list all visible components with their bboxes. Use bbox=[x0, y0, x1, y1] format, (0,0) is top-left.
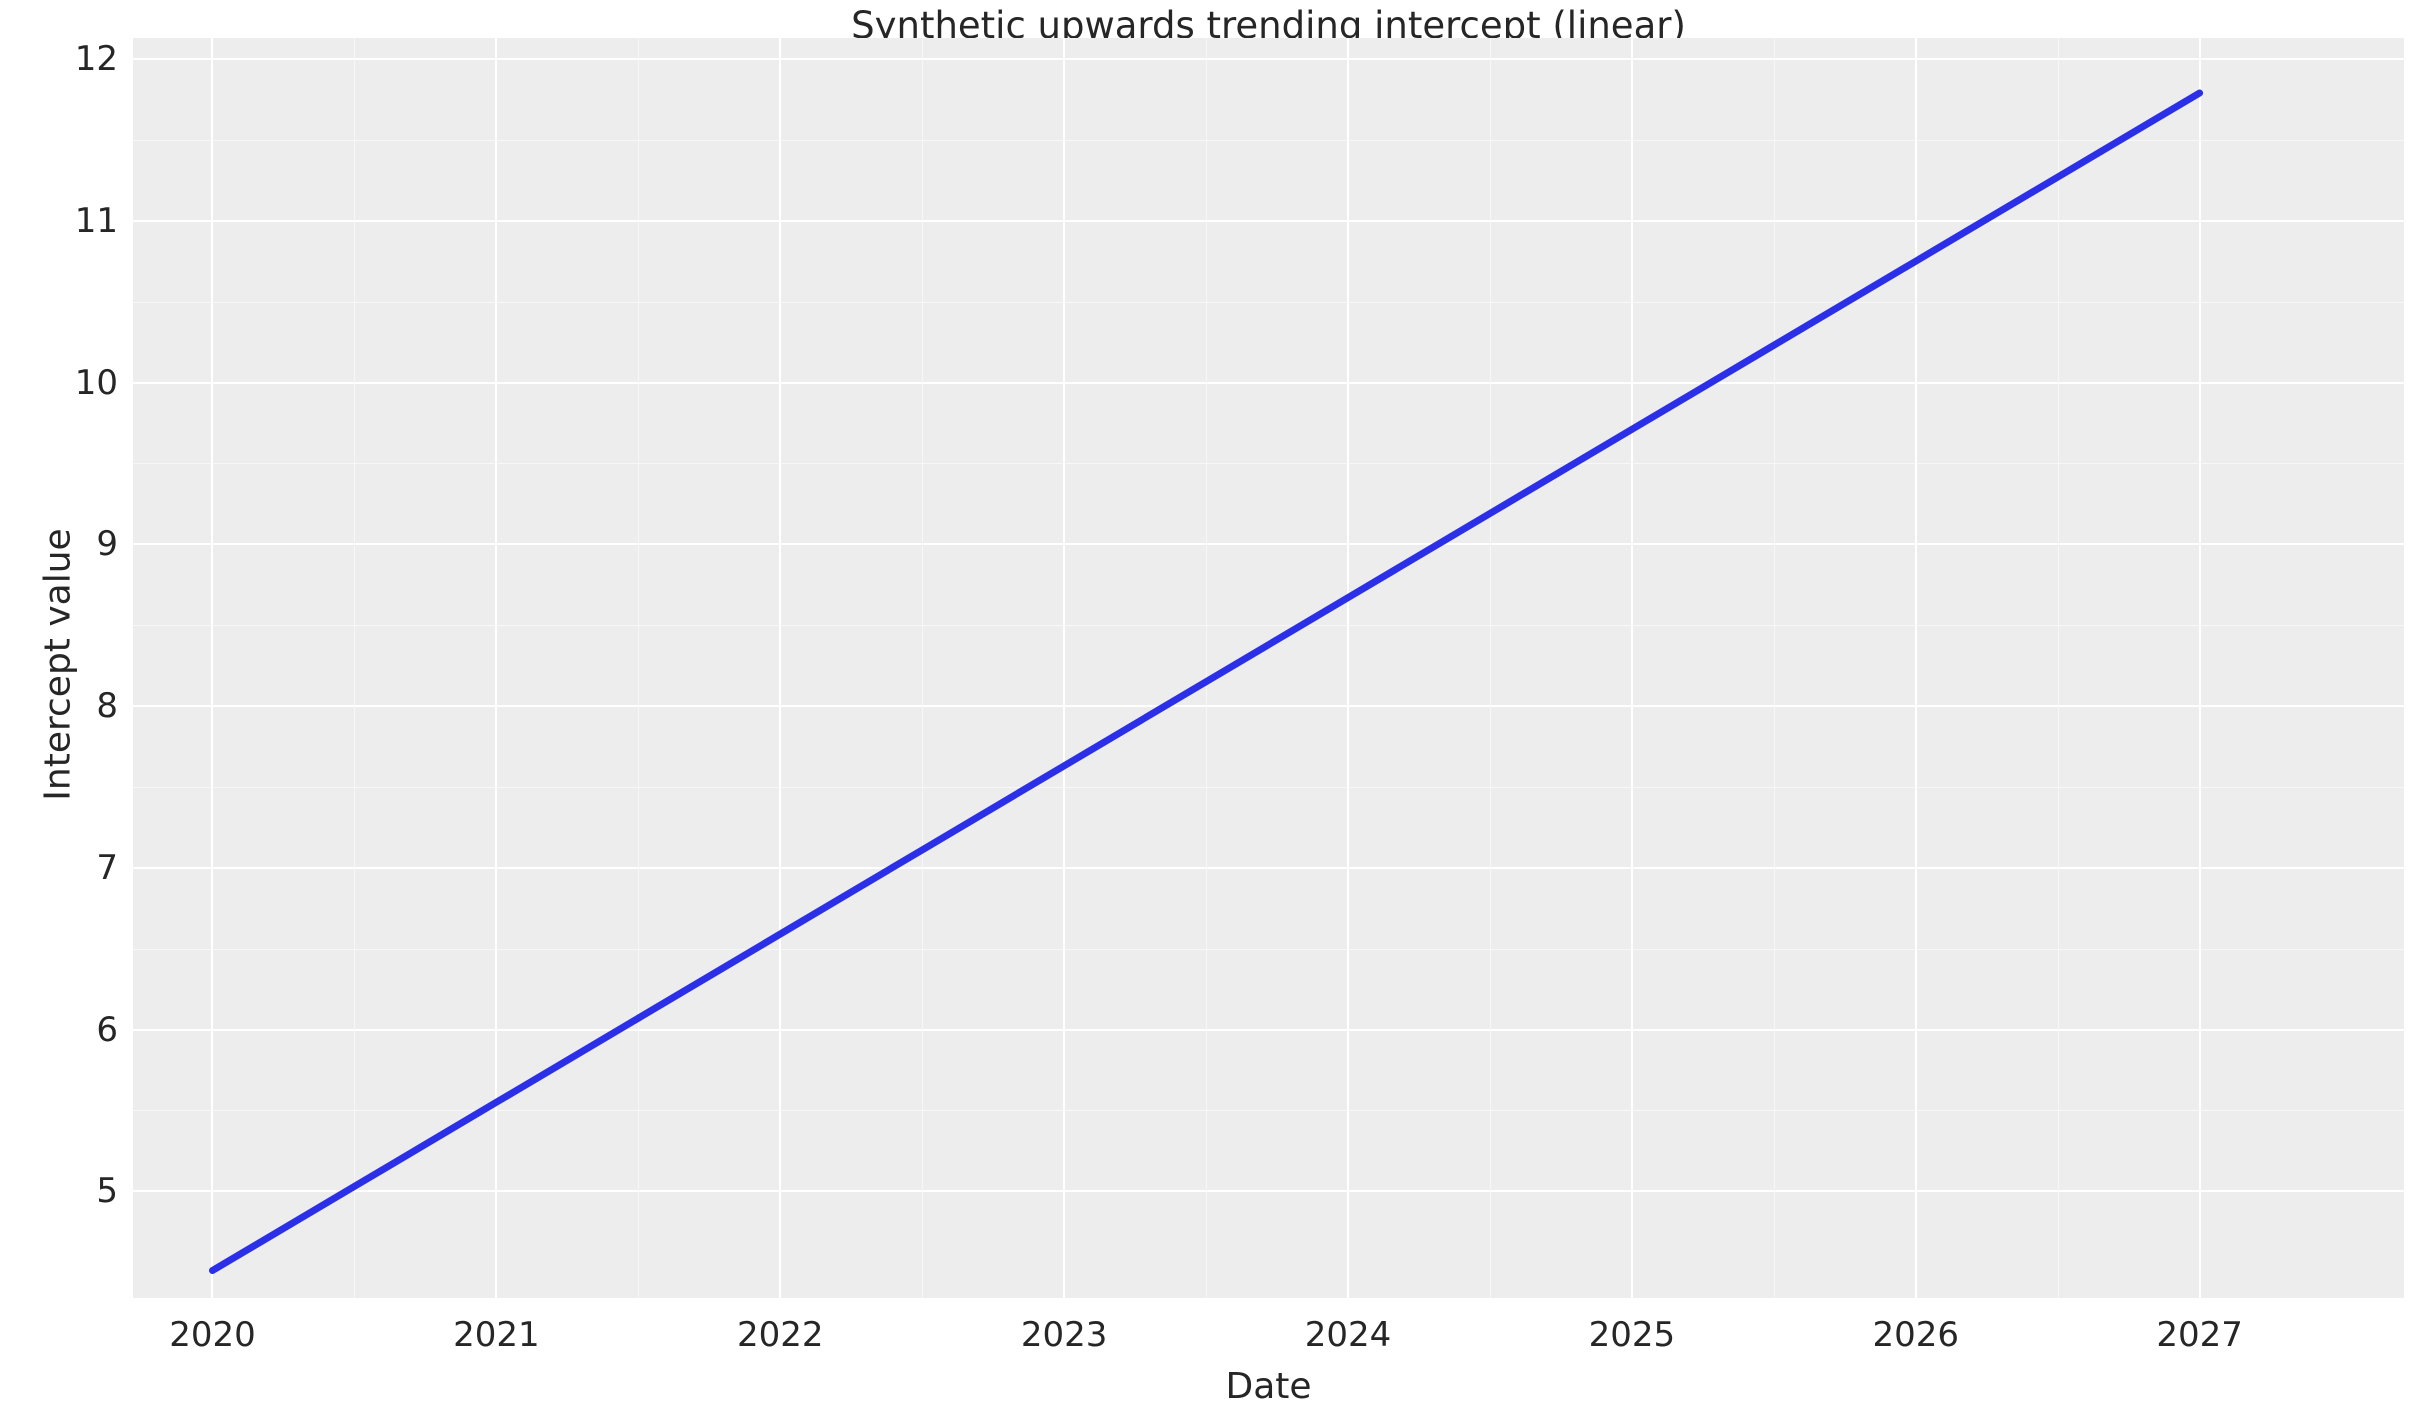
x-tick-label: 2021 bbox=[453, 1315, 540, 1355]
grid-line-vertical-minor bbox=[1489, 38, 1491, 1298]
x-tick-label: 2023 bbox=[1020, 1315, 1108, 1355]
grid-line-horizontal-minor bbox=[133, 1110, 2404, 1112]
grid-line-vertical-minor bbox=[1206, 38, 1208, 1298]
y-tick-label: 5 bbox=[96, 1171, 118, 1212]
x-tick-label: 2027 bbox=[2156, 1315, 2243, 1355]
grid-line-vertical bbox=[1630, 38, 1633, 1298]
grid-line-vertical-minor bbox=[2057, 38, 2059, 1298]
grid-line-horizontal bbox=[133, 1028, 2404, 1031]
grid-line-vertical bbox=[211, 38, 214, 1298]
grid-line-vertical bbox=[1346, 38, 1349, 1298]
x-tick-label: 2026 bbox=[1872, 1315, 1959, 1355]
grid-line-horizontal-minor bbox=[133, 301, 2404, 303]
grid-line-horizontal bbox=[133, 58, 2404, 61]
y-tick-label: 6 bbox=[96, 1009, 118, 1050]
x-tick-label: 2020 bbox=[169, 1315, 256, 1355]
grid-line-horizontal bbox=[133, 543, 2404, 546]
y-tick-label: 9 bbox=[96, 524, 118, 565]
grid-line-horizontal bbox=[133, 1190, 2404, 1193]
grid-line-horizontal bbox=[133, 381, 2404, 384]
data-layer bbox=[208, 89, 2204, 1274]
grid-line-vertical bbox=[495, 38, 498, 1298]
y-tick-label: 10 bbox=[74, 362, 118, 403]
grid-line-horizontal bbox=[133, 866, 2404, 869]
x-tick-label: 2022 bbox=[736, 1315, 824, 1355]
grid-line-horizontal-minor bbox=[133, 625, 2404, 627]
grid-line-vertical bbox=[1914, 38, 1917, 1298]
grid-line-horizontal bbox=[133, 219, 2404, 222]
x-tick-label: 2024 bbox=[1304, 1315, 1392, 1355]
y-tick-label: 12 bbox=[74, 39, 118, 80]
grid-line-vertical bbox=[779, 38, 782, 1298]
grid-line-vertical-minor bbox=[1773, 38, 1775, 1298]
line-series-intercept bbox=[208, 89, 2204, 1274]
x-tick-label: 2025 bbox=[1588, 1315, 1676, 1355]
grid-line-vertical-minor bbox=[922, 38, 924, 1298]
grid-line-horizontal-minor bbox=[133, 786, 2404, 788]
x-axis-title: Date bbox=[1225, 1366, 1312, 1407]
grid-line-vertical bbox=[2198, 38, 2201, 1298]
plot-panel bbox=[133, 38, 2404, 1298]
grid-line-vertical-minor bbox=[638, 38, 640, 1298]
grid-line-vertical-minor bbox=[354, 38, 356, 1298]
y-tick-label: 8 bbox=[96, 686, 118, 726]
grid-line-horizontal-minor bbox=[133, 463, 2404, 465]
y-tick-label: 7 bbox=[96, 847, 118, 888]
grid-line-horizontal-minor bbox=[133, 948, 2404, 950]
grid-line-horizontal-minor bbox=[133, 139, 2404, 141]
y-axis-title: Intercept value bbox=[37, 528, 79, 801]
grid-line-horizontal bbox=[133, 705, 2404, 707]
y-tick-label: 11 bbox=[74, 200, 118, 241]
grid-line-vertical bbox=[1063, 38, 1066, 1298]
